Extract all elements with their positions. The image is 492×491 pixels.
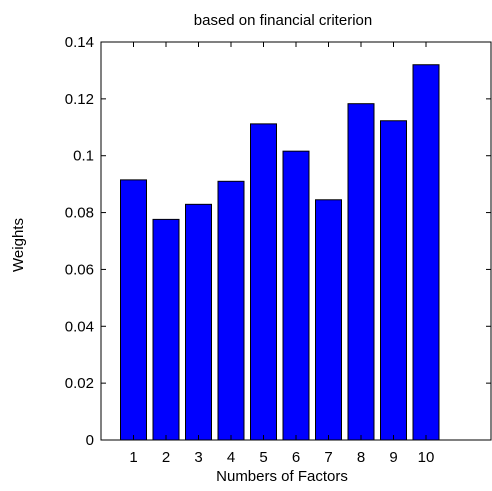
bar-8	[347, 103, 375, 441]
x-tick-label: 3	[194, 449, 202, 466]
y-tick-label: 0.06	[65, 261, 94, 278]
x-tick-label: 9	[389, 449, 397, 466]
x-axis-label: Numbers of Factors	[216, 468, 348, 485]
x-tick-label: 5	[259, 449, 267, 466]
bar-6	[282, 150, 310, 441]
bars-group	[120, 64, 440, 441]
ticks-group	[101, 41, 491, 441]
y-tick-label: 0.12	[65, 91, 94, 108]
y-axis-label: Weights	[10, 218, 27, 272]
bar-5	[250, 123, 277, 441]
y-tick-label: 0.04	[65, 318, 94, 335]
chart-title: based on financial criterion	[194, 12, 372, 29]
y-tick-label: 0.02	[65, 375, 94, 392]
bar-3	[185, 203, 212, 441]
tick-labels-group: 1 2 3 4 5 6 7 8 9 10 0 0.02 0.04 0.06 0.08 0.1 0.12 0.14	[65, 34, 435, 466]
x-tick-label: 1	[129, 449, 137, 466]
bar-10	[412, 64, 440, 441]
bar-7	[315, 199, 342, 441]
x-tick-label: 7	[324, 449, 332, 466]
y-tick-label: 0.14	[65, 34, 94, 51]
bar-4	[217, 180, 245, 441]
y-tick-label: 0.1	[73, 148, 94, 165]
bar-9	[380, 120, 407, 441]
y-tick-label: 0	[86, 432, 94, 449]
x-tick-label: 2	[162, 449, 170, 466]
x-tick-label: 10	[418, 449, 435, 466]
bar-2	[152, 218, 180, 441]
bar-1	[120, 179, 147, 441]
x-tick-label: 6	[292, 449, 300, 466]
x-tick-label: 4	[227, 449, 235, 466]
x-tick-label: 8	[357, 449, 365, 466]
y-tick-label: 0.08	[65, 205, 94, 222]
